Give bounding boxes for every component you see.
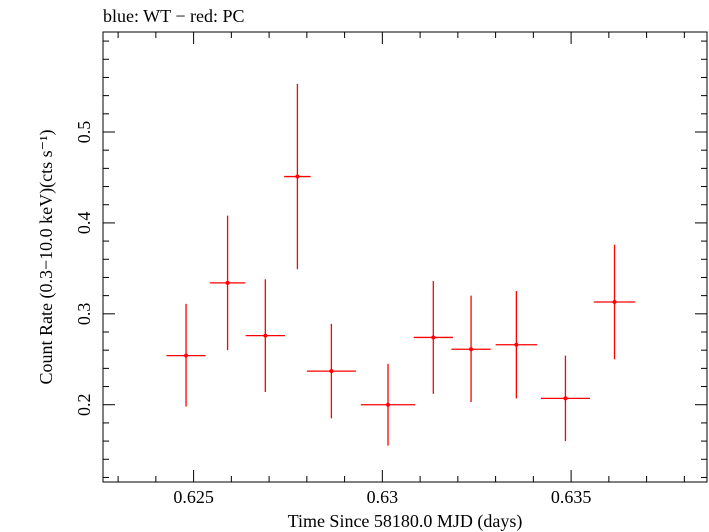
y-axis-label: Count Rate (0.3−10.0 keV)(cts s⁻¹) — [36, 129, 57, 384]
y-tick-label: 0.3 — [74, 303, 94, 326]
plot-frame — [102, 31, 708, 483]
data-marker — [329, 369, 334, 374]
x-tick-label: 0.625 — [173, 487, 214, 507]
data-marker — [225, 280, 230, 285]
y-tick-label: 0.4 — [74, 212, 94, 235]
data-point — [284, 83, 311, 270]
x-axis-label: Time Since 58180.0 MJD (days) — [288, 511, 523, 532]
data-points — [166, 83, 636, 446]
data-marker — [263, 333, 268, 338]
y-tick-label: 0.2 — [74, 393, 94, 416]
data-marker — [563, 396, 568, 401]
data-marker — [431, 335, 436, 340]
data-point — [245, 279, 285, 392]
data-point — [540, 355, 590, 442]
data-point — [306, 323, 356, 419]
x-tick-label: 0.635 — [551, 487, 592, 507]
axis-tick-labels: 0.625 0.63 0.635 0.2 0.3 0.4 0.5 — [74, 121, 591, 507]
data-marker — [612, 300, 617, 304]
data-point — [209, 215, 246, 351]
data-marker — [295, 174, 300, 179]
data-point — [593, 244, 636, 360]
data-point — [360, 363, 416, 446]
axis-ticks — [103, 32, 707, 482]
data-marker — [184, 353, 189, 358]
chart-title: blue: WT − red: PC — [103, 6, 244, 26]
data-point — [166, 303, 206, 407]
data-marker — [469, 347, 474, 352]
data-point — [495, 291, 538, 399]
data-point — [413, 281, 453, 394]
data-marker — [386, 402, 391, 407]
data-marker — [514, 342, 519, 347]
y-tick-label: 0.5 — [74, 121, 94, 144]
x-tick-label: 0.63 — [367, 487, 399, 507]
data-point — [451, 295, 491, 402]
